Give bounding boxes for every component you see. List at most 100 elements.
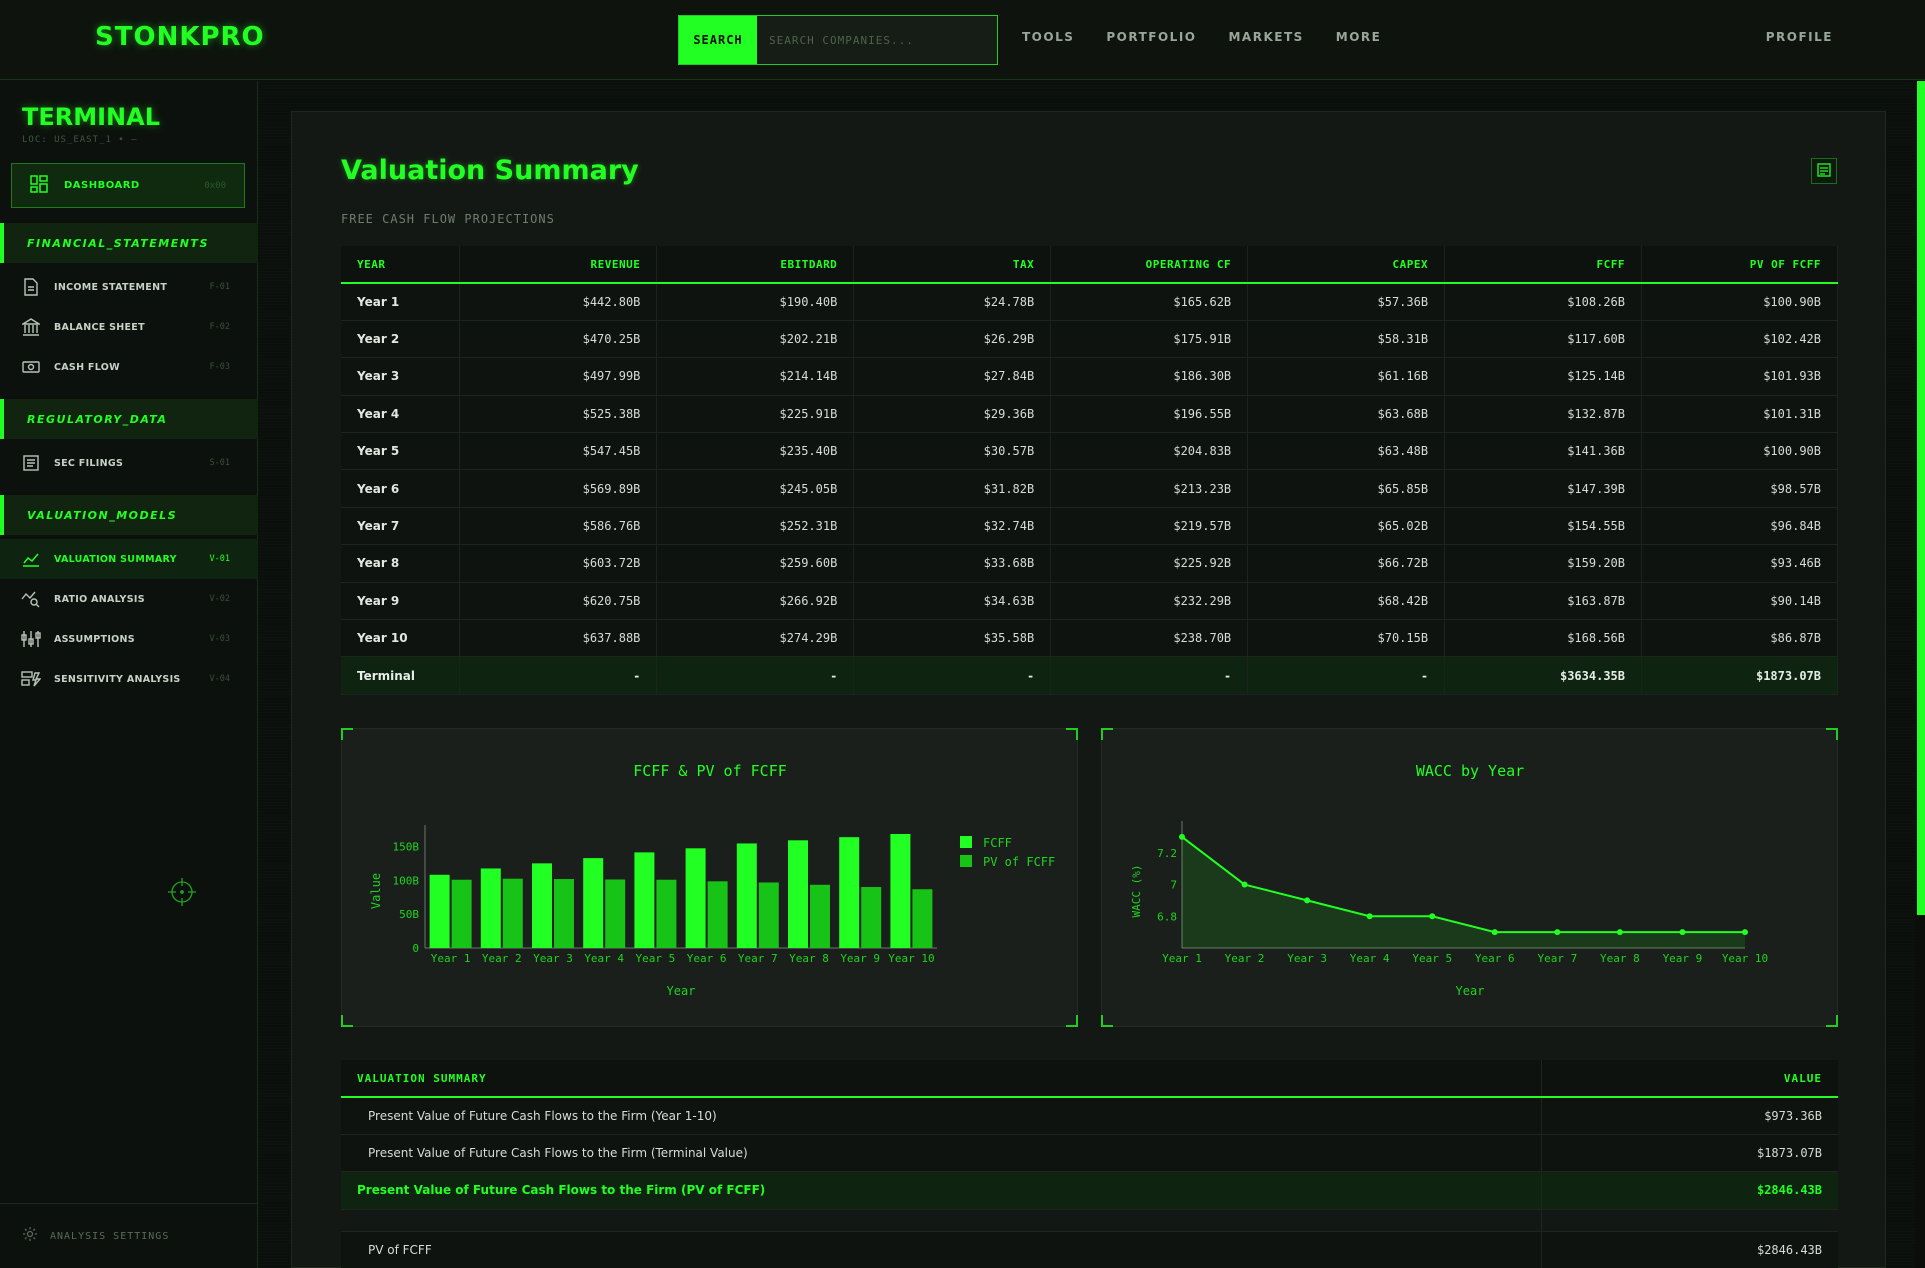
analysis-settings-button[interactable]: ANALYSIS SETTINGS: [0, 1203, 258, 1268]
table-row-terminal: Terminal - - - - - $3634.35B $1873.07B: [341, 656, 1838, 695]
bar-pv-fcff: [707, 881, 728, 948]
wacc-point: [1429, 913, 1436, 920]
table-cell: $225.92B: [1050, 544, 1249, 583]
table-spacer: [341, 1209, 1838, 1232]
y-tick-label: 150B: [393, 841, 420, 854]
table-row: Year 3 $497.99B $214.14B $27.84B $186.30B $61…: [341, 357, 1838, 396]
wacc-point: [1366, 913, 1373, 920]
sliders-icon: [20, 628, 42, 650]
table-cell: Year 9: [341, 582, 461, 621]
gear-icon: [22, 1226, 38, 1246]
col-ebitdard[interactable]: EBITDARD: [656, 246, 855, 284]
bar-pv-fcff: [656, 879, 677, 948]
main-panel: Valuation Summary FREE CASH FLOW PROJECT…: [291, 111, 1886, 1268]
bar-pv-fcff: [758, 882, 779, 948]
bar-pv-fcff: [502, 878, 523, 948]
table-row: Year 4 $525.38B $225.91B $29.36B $196.55B $63…: [341, 395, 1838, 434]
col-capex[interactable]: CAPEX: [1247, 246, 1446, 284]
sidebar-item-code: F-01: [209, 282, 230, 292]
sidebar-item-valuation-summary[interactable]: VALUATION SUMMARY V-01: [0, 539, 258, 579]
sidebar-item-code: V-01: [209, 554, 230, 564]
col-operating-cf[interactable]: OPERATING CF: [1050, 246, 1249, 284]
table-cell: Year 6: [341, 469, 461, 508]
table-cell: $3634.35B: [1444, 656, 1642, 695]
sidebar-item-code: F-02: [209, 322, 230, 332]
nav-portfolio[interactable]: PORTFOLIO: [1106, 30, 1197, 44]
y-tick-label: 6.8: [1157, 910, 1177, 923]
table-cell: $68.42B: [1247, 582, 1446, 621]
section-subtitle: FREE CASH FLOW PROJECTIONS: [341, 212, 555, 226]
sidebar-item-label: DASHBOARD: [64, 180, 140, 191]
main-nav: TOOLS PORTFOLIO MARKETS MORE: [1022, 30, 1381, 44]
sidebar-location: LOC: US_EAST_1 • —: [22, 135, 138, 145]
x-tick-label: Year 10: [888, 952, 934, 965]
table-cell: $90.14B: [1641, 582, 1838, 621]
nav-markets[interactable]: MARKETS: [1228, 30, 1304, 44]
sidebar: TERMINAL LOC: US_EAST_1 • — DASHBOARD 0x…: [0, 81, 258, 1268]
sidebar-item-label: CASH FLOW: [54, 361, 120, 373]
col-pv-of-fcff[interactable]: PV OF FCFF: [1641, 246, 1838, 284]
wacc-point: [1304, 897, 1311, 904]
table-cell: $238.70B: [1050, 619, 1249, 658]
sidebar-item-dashboard[interactable]: DASHBOARD 0x00: [11, 163, 245, 208]
table-cell: $100.90B: [1641, 283, 1838, 321]
table-cell: $497.99B: [459, 357, 658, 396]
brand-logo[interactable]: STONKPRO: [95, 22, 265, 52]
x-tick-label: Year 6: [1475, 952, 1515, 965]
table-row: Year 5 $547.45B $235.40B $30.57B $204.83B $63…: [341, 432, 1838, 471]
sidebar-item-label: INCOME STATEMENT: [54, 281, 168, 293]
section-financial-statements[interactable]: FINANCIAL_STATEMENTS: [0, 223, 258, 263]
table-cell: $175.91B: [1050, 320, 1249, 359]
sidebar-item-code: S-01: [209, 458, 230, 468]
sidebar-item-cash-flow[interactable]: CASH FLOW F-03: [0, 347, 258, 387]
sidebar-item-sensitivity-analysis[interactable]: SENSITIVITY ANALYSIS V-04: [0, 659, 258, 699]
wacc-point: [1742, 929, 1748, 936]
table-cell: $117.60B: [1444, 320, 1642, 359]
table-cell: $266.92B: [656, 582, 855, 621]
section-regulatory-data[interactable]: REGULATORY_DATA: [0, 399, 258, 439]
table-cell: $603.72B: [459, 544, 658, 583]
x-tick-label: Year 4: [584, 952, 624, 965]
table-cell: Year 2: [341, 320, 461, 359]
y-tick-label: 100B: [393, 874, 420, 887]
search-input[interactable]: [757, 16, 997, 64]
sidebar-item-label: BALANCE SHEET: [54, 321, 145, 333]
scrollbar-thumb[interactable]: [1917, 81, 1925, 915]
table-cell: $168.56B: [1444, 619, 1642, 658]
notes-button[interactable]: [1811, 158, 1837, 184]
sidebar-item-income-statement[interactable]: INCOME STATEMENT F-01: [0, 267, 258, 307]
table-row: Present Value of Future Cash Flows to th…: [341, 1134, 1838, 1173]
wacc-point: [1491, 929, 1498, 936]
x-tick-label: Year 1: [431, 952, 471, 965]
x-tick-label: Year 4: [1350, 952, 1390, 965]
table-cell: Year 3: [341, 357, 461, 396]
table-cell: $35.58B: [853, 619, 1052, 658]
table-cell: $252.31B: [656, 507, 855, 546]
bar-fcff: [685, 848, 706, 948]
x-tick-label: Year 5: [636, 952, 676, 965]
col-year[interactable]: YEAR: [341, 246, 461, 284]
y-tick-label: 0: [412, 942, 419, 955]
sidebar-item-code: F-03: [209, 362, 230, 372]
sidebar-item-sec-filings[interactable]: SEC FILINGS S-01: [0, 443, 258, 483]
x-tick-label: Year 2: [1225, 952, 1265, 965]
wacc-chart-svg: WACC by Year 6.8 7 7.2 Year 1 Year 2 Year 3 Yea…: [1130, 762, 1768, 998]
sidebar-item-assumptions[interactable]: ASSUMPTIONS V-03: [0, 619, 258, 659]
table-row: Year 9 $620.75B $266.92B $34.63B $232.29B $68…: [341, 582, 1838, 621]
sidebar-item-balance-sheet[interactable]: BALANCE SHEET F-02: [0, 307, 258, 347]
sensitivity-icon: [20, 668, 42, 690]
document-icon: [20, 276, 42, 298]
table-cell: $274.29B: [656, 619, 855, 658]
search-button[interactable]: SEARCH: [679, 16, 757, 64]
sidebar-item-ratio-analysis[interactable]: RATIO ANALYSIS V-02: [0, 579, 258, 619]
profile-link[interactable]: PROFILE: [1765, 30, 1833, 44]
section-valuation-models[interactable]: VALUATION_MODELS: [0, 495, 258, 535]
table-cell: $214.14B: [656, 357, 855, 396]
col-tax[interactable]: TAX: [853, 246, 1052, 284]
table-row: Year 8 $603.72B $259.60B $33.68B $225.92B $66…: [341, 544, 1838, 583]
nav-more[interactable]: MORE: [1335, 30, 1382, 44]
col-revenue[interactable]: REVENUE: [459, 246, 658, 284]
table-row: Year 1 $442.80B $190.40B $24.78B $165.62B $57…: [341, 283, 1838, 321]
nav-tools[interactable]: TOOLS: [1022, 30, 1075, 44]
col-fcff[interactable]: FCFF: [1444, 246, 1642, 284]
